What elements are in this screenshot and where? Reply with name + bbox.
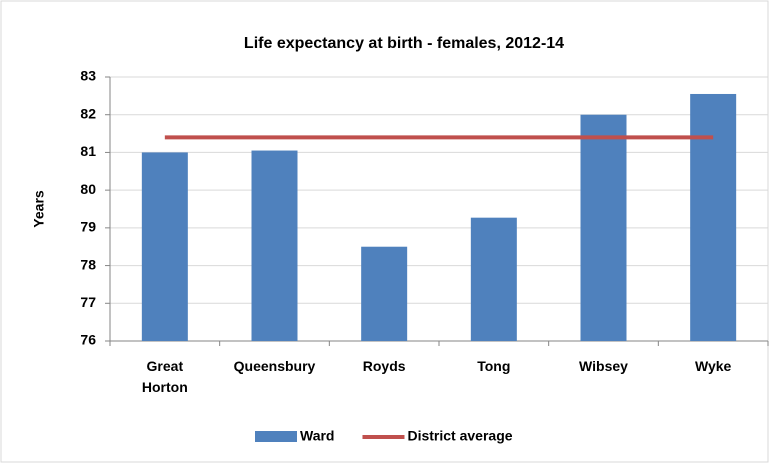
bar: [141, 152, 188, 341]
y-axis-label: Years: [31, 190, 47, 228]
bar: [470, 217, 517, 341]
bar: [251, 150, 298, 341]
y-tick-label: 80: [80, 181, 96, 197]
y-tick-label: 78: [80, 256, 96, 272]
bar: [361, 246, 408, 341]
y-tick-label: 79: [80, 219, 96, 235]
x-tick-label: Queensbury: [233, 358, 316, 374]
y-tick-label: 81: [80, 143, 96, 159]
y-tick-label: 76: [80, 332, 96, 348]
x-tick-label: Great Horton: [141, 358, 188, 395]
x-tick-label: Royds: [362, 358, 406, 374]
bar: [690, 93, 737, 341]
y-tick-label: 83: [80, 68, 96, 84]
x-tick-label: Wyke: [694, 358, 732, 374]
legend-swatch: [255, 431, 297, 442]
legend-label: Ward: [300, 428, 334, 444]
bar: [580, 114, 627, 341]
y-tick-label: 82: [80, 105, 96, 121]
legend-label: District average: [407, 428, 512, 444]
chart-title: Life expectancy at birth - females, 2012…: [244, 35, 564, 52]
x-tick-label: Tong: [477, 358, 511, 374]
x-tick-label: Wibsey: [579, 358, 628, 374]
y-tick-label: 77: [80, 294, 96, 310]
